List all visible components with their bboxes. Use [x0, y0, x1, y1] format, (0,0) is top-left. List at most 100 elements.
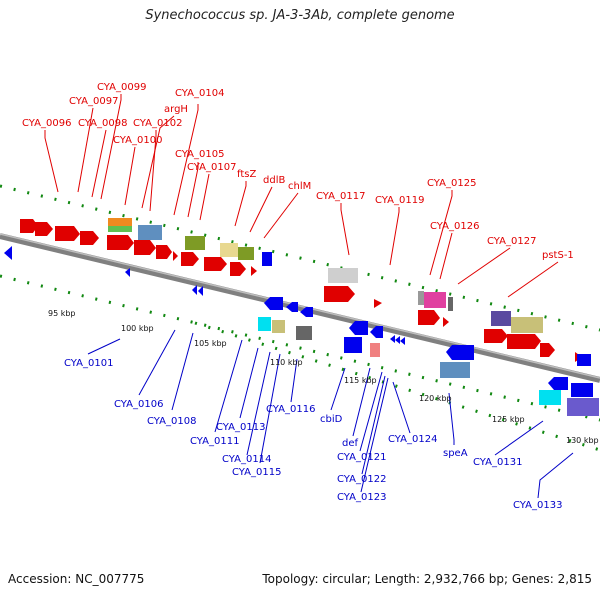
gene-box	[138, 225, 162, 240]
gene-box	[418, 291, 424, 305]
gene-arrow	[443, 317, 449, 327]
scale-label: 100 kbp	[121, 324, 154, 333]
gene-label: CYA_0133	[513, 500, 562, 511]
gene-box	[185, 236, 205, 250]
gene-label: CYA_0117	[316, 191, 365, 202]
gene-label: CYA_0116	[266, 404, 315, 415]
gene-label: CYA_0124	[388, 434, 437, 445]
gene-arrow	[230, 262, 246, 276]
scale-label: 105 kbp	[194, 339, 227, 348]
gene-arrow	[198, 286, 203, 296]
gene-box	[511, 317, 543, 333]
genome-backbone	[0, 233, 600, 383]
forward-labels: CYA_0096 CYA_0097 CYA_0098 CYA_0099 CYA_…	[22, 82, 574, 261]
gene-box	[448, 297, 453, 311]
gene-arrow	[80, 231, 99, 245]
scale-label: 120 kbp	[419, 394, 452, 403]
gene-arrow	[4, 246, 12, 260]
gene-label: CYA_0121	[337, 452, 386, 463]
gene-label: CYA_0131	[473, 457, 522, 468]
gene-label: CYA_0108	[147, 416, 196, 427]
gene-arrow	[286, 302, 298, 312]
gene-box	[539, 390, 561, 405]
gene-arrow	[400, 337, 405, 345]
gene-box	[108, 226, 132, 232]
gene-arrow	[55, 226, 80, 241]
gene-box	[296, 326, 312, 340]
gene-arrow	[156, 245, 172, 259]
gene-label: CYA_0123	[337, 492, 386, 503]
forward-features	[20, 218, 582, 362]
scale-label: 130 kbp	[566, 436, 599, 445]
gene-box	[262, 252, 272, 266]
gene-label: CYA_0126	[430, 221, 479, 232]
gene-box	[344, 337, 362, 353]
gene-arrow	[395, 336, 400, 344]
gene-arrow	[418, 310, 440, 325]
gene-box	[258, 317, 271, 331]
gene-box	[370, 343, 380, 357]
gene-label: ddlB	[263, 175, 285, 186]
gene-label: chlM	[288, 181, 311, 192]
gene-label: CYA_0111	[190, 436, 239, 447]
gene-arrow	[370, 326, 383, 338]
gene-label: CYA_0099	[97, 82, 146, 93]
gene-label: speA	[443, 448, 468, 459]
gene-box	[571, 383, 593, 397]
gene-box	[577, 354, 591, 366]
gene-arrow	[251, 266, 257, 276]
gene-arrow	[181, 252, 199, 266]
gene-arrow	[548, 377, 568, 390]
gene-arrow	[374, 299, 382, 308]
gene-arrow	[204, 257, 227, 271]
gene-box	[440, 362, 470, 378]
gene-arrow	[107, 235, 134, 250]
gene-box	[567, 398, 599, 416]
gene-box	[424, 292, 446, 308]
gene-label: CYA_0097	[69, 96, 118, 107]
gene-arrow	[134, 240, 156, 255]
gene-arrow	[390, 335, 395, 343]
gene-label: CYA_0114	[222, 454, 271, 465]
gene-box	[238, 247, 254, 260]
gene-box	[491, 311, 511, 326]
gene-arrow	[300, 307, 313, 317]
gene-box	[328, 268, 358, 283]
gene-arrow	[540, 343, 555, 357]
gene-box	[272, 320, 285, 333]
gene-label: CYA_0119	[375, 195, 424, 206]
gene-arrow	[446, 345, 474, 360]
gene-arrow	[507, 334, 541, 349]
scale-label: 110 kbp	[270, 358, 303, 367]
gene-label: CYA_0107	[187, 162, 236, 173]
gene-label: CYA_0104	[175, 88, 224, 99]
gene-label: ftsZ	[237, 169, 256, 180]
gene-box	[108, 218, 132, 226]
gene-label: CYA_0100	[113, 135, 162, 146]
scale-label: 95 kbp	[48, 309, 76, 318]
gene-label: cbiD	[320, 414, 343, 425]
gene-label: CYA_0127	[487, 236, 536, 247]
gene-label: CYA_0106	[114, 399, 163, 410]
gene-label: CYA_0122	[337, 474, 386, 485]
scale-label: 115 kbp	[344, 376, 377, 385]
gene-label: def	[342, 438, 359, 449]
gene-label: argH	[164, 104, 188, 115]
genome-title: Synechococcus sp. JA-3-3Ab, complete gen…	[145, 8, 455, 23]
forward-leaders	[44, 94, 559, 298]
dotted-guides	[0, 184, 600, 452]
scale-labels: 95 kbp 100 kbp 105 kbp 110 kbp 115 kbp 1…	[48, 309, 599, 445]
gene-label: CYA_0105	[175, 149, 224, 160]
gene-box	[220, 243, 238, 257]
gene-arrow	[20, 219, 38, 233]
gene-arrow	[324, 286, 355, 302]
reverse-features	[4, 246, 599, 416]
reverse-labels: CYA_0101 CYA_0106 CYA_0108 CYA_0111 CYA_…	[64, 358, 562, 511]
gene-label: CYA_0115	[232, 467, 281, 478]
gene-arrow	[125, 268, 130, 277]
gene-label: CYA_0096	[22, 118, 71, 129]
gene-label: CYA_0102	[133, 118, 182, 129]
accession-text: Accession: NC_007775	[8, 572, 145, 586]
gene-arrow	[264, 297, 283, 310]
